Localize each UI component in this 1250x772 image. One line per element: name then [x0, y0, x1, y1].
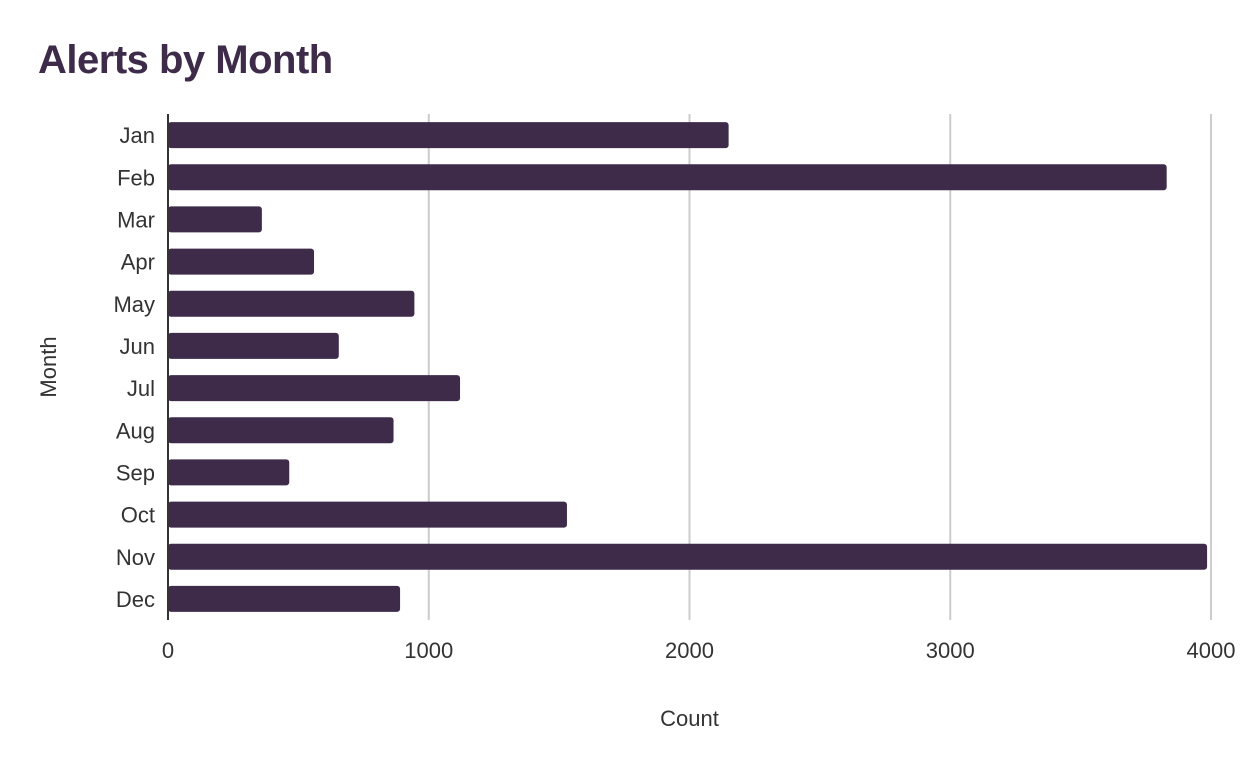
bar-jul	[168, 375, 461, 402]
y-tick-label: Aug	[116, 418, 155, 443]
y-tick-label: Dec	[116, 587, 155, 612]
bar-aug	[168, 417, 394, 444]
y-tick-label: Jan	[120, 123, 155, 148]
x-tick-label: 4000	[1187, 638, 1236, 663]
y-tick-label: Oct	[121, 503, 155, 528]
y-tick-label: Nov	[116, 545, 155, 570]
bar-jan	[168, 122, 729, 149]
y-tick-label: Feb	[117, 165, 155, 190]
bar-nov	[168, 543, 1208, 570]
bar-jun	[168, 332, 339, 359]
y-tick-label: May	[113, 292, 155, 317]
x-tick-label: 1000	[404, 638, 453, 663]
bars	[168, 122, 1208, 612]
bar-apr	[168, 248, 315, 275]
gridlines	[427, 114, 1212, 620]
y-tick-label: Jun	[120, 334, 155, 359]
bar-mar	[168, 206, 262, 233]
bar-dec	[168, 585, 401, 612]
y-axis-title: Month	[36, 336, 61, 397]
x-tick-label: 2000	[665, 638, 714, 663]
x-tick-label: 3000	[926, 638, 975, 663]
y-tick-label: Jul	[127, 376, 155, 401]
bar-sep	[168, 459, 290, 486]
x-tick-labels: 0 1000 2000 3000 4000	[162, 638, 1236, 663]
x-tick-label: 0	[162, 638, 174, 663]
bar-feb	[168, 164, 1167, 191]
bar-may	[168, 290, 415, 317]
x-axis-title: Count	[660, 706, 719, 731]
y-tick-labels: Jan Feb Mar Apr May Jun Jul Aug Sep Oct Nov Dec	[113, 123, 155, 612]
y-tick-label: Sep	[116, 460, 155, 485]
chart-title: Alerts by Month	[38, 38, 333, 82]
y-tick-label: Apr	[121, 250, 155, 275]
bar-oct	[168, 501, 567, 528]
y-tick-label: Mar	[117, 207, 155, 232]
